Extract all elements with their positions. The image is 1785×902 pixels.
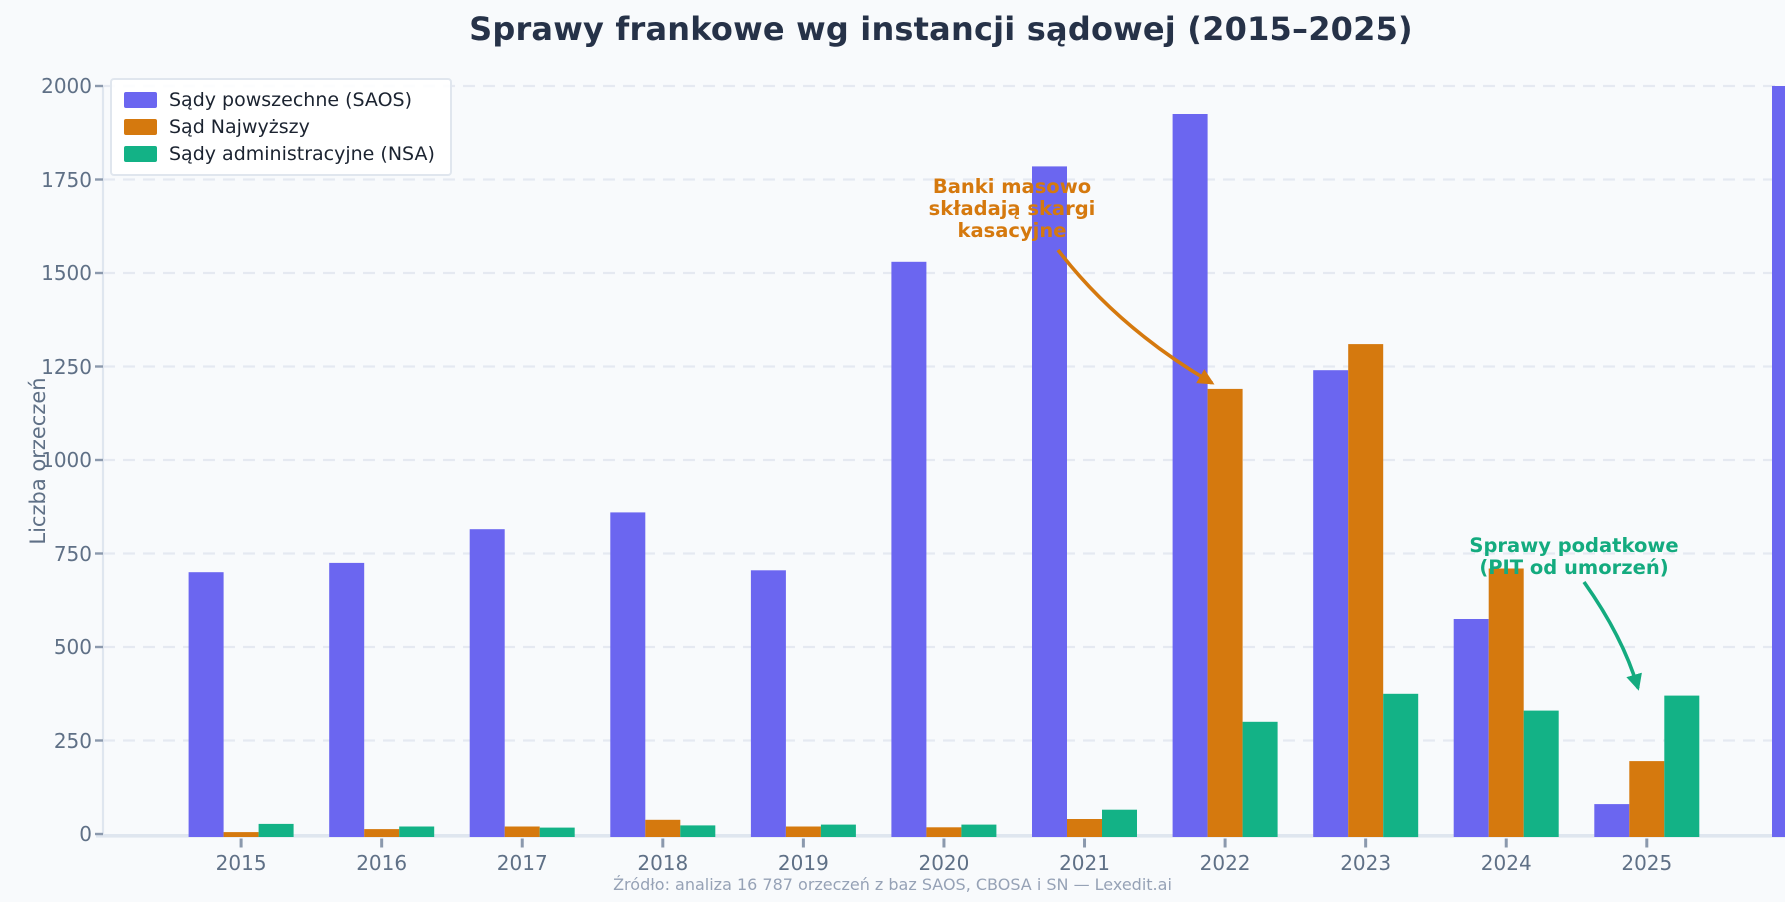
legend-label-nsa: Sądy administracyjne (NSA) xyxy=(169,143,435,165)
x-tick-label-2017: 2017 xyxy=(496,851,548,875)
y-tick-label-0: 0 xyxy=(79,822,92,846)
annotation-line: Banki masowo xyxy=(932,175,1092,198)
annotation-arrow-1 xyxy=(1582,580,1642,691)
bar-nsa-2022 xyxy=(1242,721,1278,837)
x-tick-label-2022: 2022 xyxy=(1199,851,1251,875)
bar-saos-2024 xyxy=(1453,619,1489,837)
bar-sn-2022 xyxy=(1207,388,1243,837)
legend-item-nsa: Sądy administracyjne (NSA) xyxy=(124,143,435,165)
bar-nsa-2017 xyxy=(539,827,575,837)
bar-saos-2021 xyxy=(1032,166,1067,837)
annotation-line: składają skargi xyxy=(928,197,1096,220)
bar-sn-2019 xyxy=(785,826,821,837)
y-tick-label-250: 250 xyxy=(53,728,92,753)
x-tick-label-2025: 2025 xyxy=(1621,851,1673,875)
y-tick-label-2000: 2000 xyxy=(41,74,92,98)
x-tick-label-2019: 2019 xyxy=(777,851,829,875)
bar-sn-2015 xyxy=(223,832,259,837)
bar-nsa-2025 xyxy=(1664,695,1700,837)
bar-sn-2023 xyxy=(1348,344,1384,837)
bar-saos-2019 xyxy=(750,570,786,837)
x-tick-label-2015: 2015 xyxy=(215,851,267,875)
bar-sn-2017 xyxy=(504,826,540,837)
bar-nsa-2024 xyxy=(1523,710,1559,837)
legend-item-saos: Sądy powszechne (SAOS) xyxy=(124,89,435,111)
legend-label-saos: Sądy powszechne (SAOS) xyxy=(169,89,413,111)
annotation-line: (PIT od umorzeń) xyxy=(1479,556,1669,579)
source-note: Źródło: analiza 16 787 orzeczeń z baz SA… xyxy=(613,875,1172,894)
bar-saos-2023 xyxy=(1313,370,1349,837)
legend-swatch-saos xyxy=(124,92,157,108)
annotation-banki-kasacyjne: Banki masowo składają skargi kasacyjne xyxy=(929,176,1096,242)
bar-sn-2021 xyxy=(1067,819,1102,837)
bar-nsa-2023 xyxy=(1383,693,1419,838)
bar-nsa-2019 xyxy=(820,824,856,837)
clipped-edge-bar xyxy=(1772,86,1785,837)
legend-item-sn: Sąd Najwyższy xyxy=(124,116,435,138)
y-tick-label-1250: 1250 xyxy=(41,354,92,379)
x-tick-label-2018: 2018 xyxy=(637,851,689,875)
bars-nsa xyxy=(258,693,1700,838)
bar-sn-2018 xyxy=(645,819,681,837)
bar-saos-2025 xyxy=(1594,804,1630,837)
bar-sn-2016 xyxy=(364,829,400,837)
bar-sn-2025 xyxy=(1629,761,1665,837)
legend-swatch-nsa xyxy=(124,146,157,162)
x-tick-label-2023: 2023 xyxy=(1340,851,1392,875)
bar-nsa-2018 xyxy=(680,825,716,837)
y-tick-label-750: 750 xyxy=(53,541,92,566)
x-tick-label-2016: 2016 xyxy=(356,851,408,875)
bars-saos xyxy=(188,114,1630,837)
bar-saos-2020 xyxy=(891,261,927,837)
bar-saos-2015 xyxy=(188,572,224,837)
annotation-line: kasacyjne xyxy=(957,219,1067,242)
bar-nsa-2015 xyxy=(258,823,294,837)
y-tick-label-1500: 1500 xyxy=(41,261,92,285)
annotation-sprawy-podatkowe: Sprawy podatkowe (PIT od umorzeń) xyxy=(1469,535,1678,579)
bar-nsa-2021 xyxy=(1102,809,1137,837)
bars-sn xyxy=(223,344,1665,837)
bar-nsa-2020 xyxy=(961,824,997,837)
y-tick-label-1750: 1750 xyxy=(41,167,92,192)
bar-saos-2017 xyxy=(469,529,505,837)
legend: Sądy powszechne (SAOS) Sąd Najwyższy Sąd… xyxy=(110,78,452,176)
bar-nsa-2016 xyxy=(399,826,435,837)
legend-swatch-sn xyxy=(124,119,157,135)
annotation-line: Sprawy podatkowe xyxy=(1469,534,1679,557)
x-tick-label-2020: 2020 xyxy=(918,851,970,875)
bar-saos-2018 xyxy=(610,512,646,837)
tick-marks xyxy=(95,84,1649,848)
legend-label-sn: Sąd Najwyższy xyxy=(169,116,310,138)
x-tick-label-2021: 2021 xyxy=(1059,851,1110,875)
y-tick-label-1000: 1000 xyxy=(41,448,92,472)
y-tick-label-500: 500 xyxy=(53,635,92,659)
x-tick-label-2024: 2024 xyxy=(1480,851,1532,875)
bar-saos-2022 xyxy=(1172,114,1208,837)
annotation-arrow-0 xyxy=(1056,248,1215,385)
bar-saos-2016 xyxy=(329,562,365,837)
bar-sn-2024 xyxy=(1488,568,1524,837)
chart-title: Sprawy frankowe wg instancji sądowej (20… xyxy=(469,10,1413,48)
bar-sn-2020 xyxy=(926,827,962,837)
